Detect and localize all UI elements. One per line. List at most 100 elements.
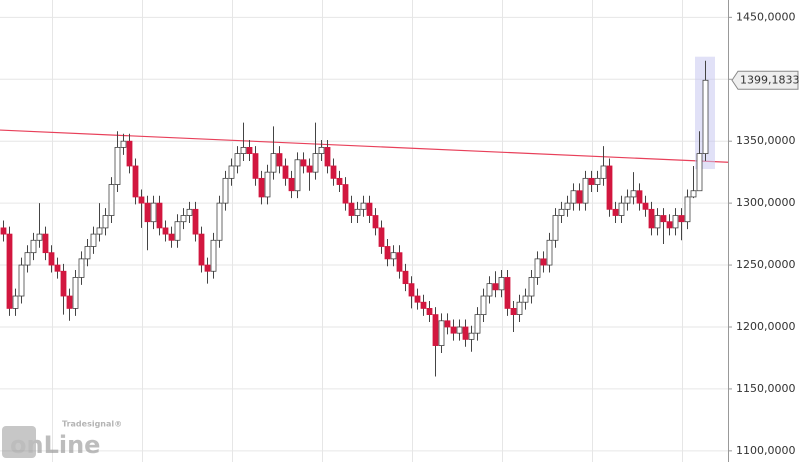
candle-body <box>318 146 325 154</box>
candle-body <box>162 227 169 235</box>
candle-body <box>12 295 19 309</box>
candle-body <box>366 202 373 216</box>
candle-body <box>24 252 31 266</box>
candle-body <box>618 202 625 216</box>
candle-body <box>198 233 205 266</box>
candle-body <box>114 146 121 185</box>
candle-body <box>642 202 649 210</box>
candle-body <box>624 196 631 204</box>
logo-large: onLine <box>10 431 100 459</box>
candle-body <box>96 227 103 235</box>
candle-body <box>462 326 469 340</box>
candle-body <box>456 326 463 334</box>
candle-body <box>630 190 637 198</box>
candle-body <box>306 165 313 173</box>
candle-body <box>588 177 595 185</box>
candle-body <box>270 153 277 173</box>
candle-body <box>360 202 367 210</box>
candle-body <box>228 165 235 179</box>
candle-body <box>354 208 361 216</box>
candle-body <box>432 314 439 346</box>
y-tick-label: 1300,0000 <box>736 196 796 209</box>
y-tick-label: 1350,0000 <box>736 134 796 147</box>
y-tick-label: 1200,0000 <box>736 320 796 333</box>
candle-body <box>204 264 211 272</box>
candle-body <box>690 190 697 198</box>
candle-body <box>606 165 613 210</box>
candle-body <box>582 177 589 204</box>
candle-body <box>678 215 685 223</box>
candle-body <box>6 233 13 309</box>
candle-body <box>276 153 283 167</box>
candle-body <box>222 177 229 204</box>
candle-body <box>78 258 85 278</box>
candle-body <box>138 196 145 204</box>
candle-body <box>258 177 265 198</box>
last-price-label: 1399,1833 <box>740 73 800 86</box>
candle-body <box>372 215 379 229</box>
candle-body <box>186 208 193 216</box>
candle-body <box>102 215 109 229</box>
candle-body <box>666 221 673 229</box>
last-price-box <box>731 70 799 90</box>
candle-body <box>342 184 349 204</box>
candle-body <box>444 320 451 328</box>
candles <box>0 56 729 377</box>
logo-small: Tradesignal® <box>62 420 122 429</box>
candle-body <box>132 165 139 198</box>
candle-body <box>84 246 91 260</box>
candle-body <box>480 295 487 316</box>
candle-body <box>210 239 217 272</box>
candle-body <box>570 190 577 204</box>
candle-body <box>30 239 37 254</box>
candle-body <box>72 277 79 309</box>
candle-body <box>552 215 559 241</box>
candle-body <box>558 208 565 216</box>
candle-body <box>696 153 703 192</box>
candle-body <box>438 320 445 346</box>
y-tick-label: 1150,0000 <box>736 382 796 395</box>
candle-body <box>636 190 643 204</box>
candle-body <box>42 233 49 254</box>
candle-body <box>408 283 415 297</box>
candle-body <box>486 283 493 297</box>
candle-body <box>168 233 175 241</box>
candle-body <box>600 165 607 179</box>
candle-body <box>156 202 163 229</box>
candle-body <box>108 184 115 216</box>
candle-body <box>90 233 97 247</box>
candle-body <box>426 308 433 316</box>
candle-body <box>252 153 259 179</box>
candle-body <box>414 295 421 303</box>
candle-body <box>54 264 61 272</box>
candle-body <box>450 326 457 334</box>
candle-body <box>516 301 523 316</box>
candle-body <box>300 159 307 167</box>
candle-body <box>594 177 601 185</box>
candle-body <box>654 215 661 229</box>
candle-body <box>348 202 355 216</box>
candle-body <box>492 283 499 291</box>
logo: Tradesignal® onLine <box>2 420 122 459</box>
candle-body <box>474 314 481 334</box>
candle-body <box>420 301 427 309</box>
candle-body <box>246 146 253 154</box>
candle-body <box>390 252 397 260</box>
candle-body <box>576 190 583 204</box>
y-tick-label: 1100,0000 <box>736 444 796 457</box>
candle-body <box>174 221 181 241</box>
candle-body <box>120 140 127 148</box>
candle-body <box>324 146 331 167</box>
candle-body <box>234 153 241 167</box>
candle-body <box>468 332 475 340</box>
candle-body <box>396 252 403 272</box>
candle-body <box>504 277 511 309</box>
trendline <box>0 129 729 163</box>
candle-body <box>48 252 55 266</box>
candle-body <box>402 270 409 285</box>
candle-body <box>60 270 67 297</box>
candle-body <box>660 215 667 223</box>
candle-body <box>612 208 619 216</box>
